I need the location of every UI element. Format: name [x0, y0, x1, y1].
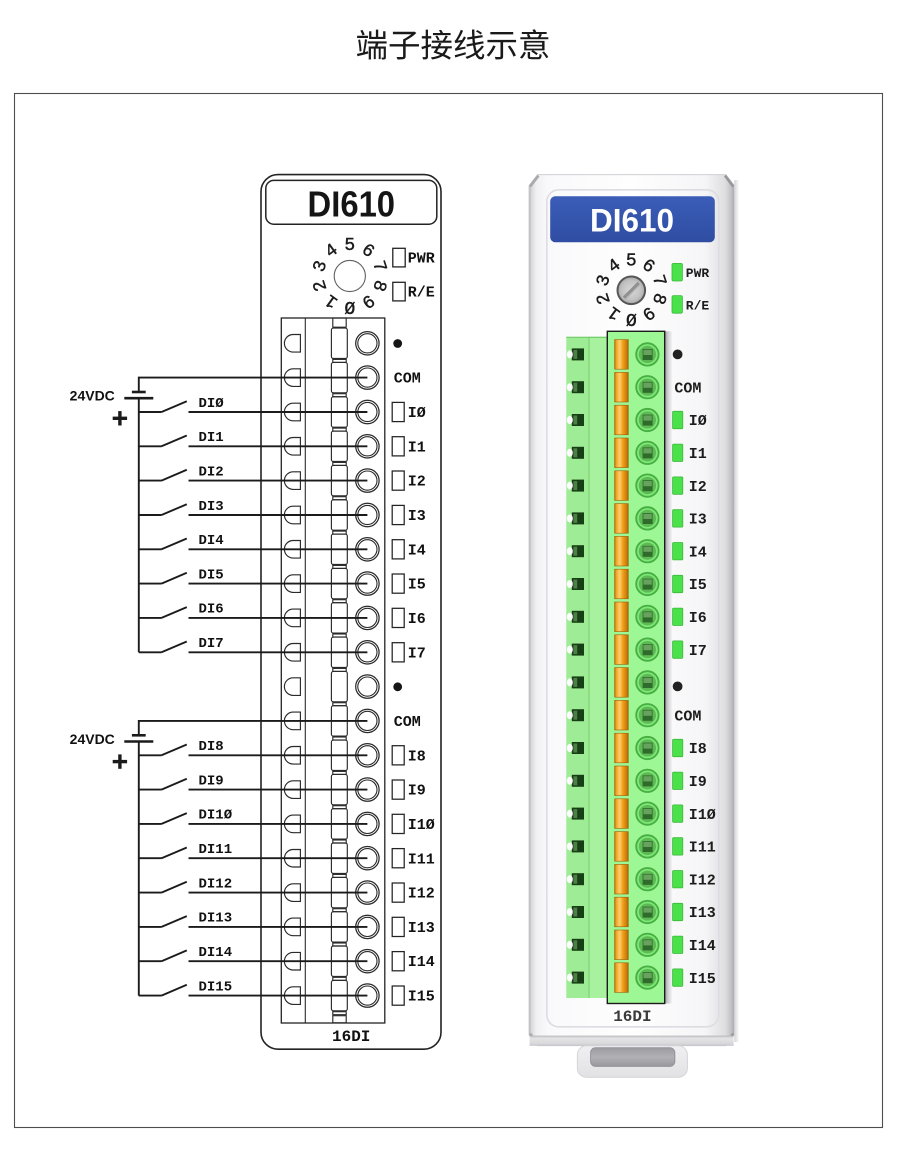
- svg-text:I12: I12: [408, 886, 435, 903]
- svg-text:R/E: R/E: [686, 298, 710, 313]
- svg-text:7: 7: [367, 258, 389, 274]
- svg-text:24VDC: 24VDC: [70, 731, 115, 747]
- svg-text:I9: I9: [408, 783, 426, 800]
- svg-text:3: 3: [310, 258, 332, 274]
- svg-text:5: 5: [626, 251, 637, 271]
- svg-text:DI2: DI2: [199, 464, 224, 480]
- svg-text:16DI: 16DI: [613, 1008, 651, 1026]
- svg-text:I8: I8: [408, 748, 426, 765]
- svg-text:I7: I7: [408, 645, 426, 662]
- svg-text:COM: COM: [394, 371, 421, 388]
- svg-text:Ø: Ø: [626, 308, 637, 328]
- svg-text:DI610: DI610: [308, 184, 396, 225]
- svg-text:DI14: DI14: [199, 945, 233, 961]
- svg-text:I4: I4: [408, 542, 426, 559]
- svg-text:I15: I15: [408, 989, 435, 1006]
- svg-text:COM: COM: [674, 708, 701, 725]
- svg-text:PWR: PWR: [686, 266, 710, 281]
- svg-text:I4: I4: [689, 544, 707, 561]
- svg-text:DI12: DI12: [199, 876, 233, 892]
- svg-text:6: 6: [357, 240, 378, 263]
- svg-text:I14: I14: [689, 938, 716, 955]
- svg-text:DI1: DI1: [199, 430, 224, 446]
- svg-text:I1Ø: I1Ø: [408, 817, 435, 834]
- svg-text:24VDC: 24VDC: [70, 388, 115, 404]
- svg-text:I3: I3: [408, 508, 426, 525]
- svg-text:DI11: DI11: [199, 842, 233, 858]
- svg-text:DI6: DI6: [199, 602, 224, 618]
- svg-text:I11: I11: [408, 851, 435, 868]
- svg-text:16DI: 16DI: [332, 1028, 370, 1046]
- svg-text:I13: I13: [408, 920, 435, 937]
- svg-text:DI7: DI7: [199, 636, 224, 652]
- svg-text:DI15: DI15: [199, 979, 233, 995]
- svg-text:I1: I1: [689, 446, 707, 463]
- svg-text:I3: I3: [689, 512, 707, 529]
- svg-text:I2: I2: [689, 479, 707, 496]
- svg-text:IØ: IØ: [689, 413, 707, 430]
- svg-text:Ø: Ø: [344, 296, 355, 316]
- svg-text:I1: I1: [408, 439, 426, 456]
- svg-text:DI1Ø: DI1Ø: [199, 808, 233, 824]
- svg-text:I2: I2: [408, 474, 426, 491]
- svg-text:1: 1: [322, 289, 343, 312]
- svg-text:4: 4: [322, 240, 343, 263]
- svg-text:9: 9: [357, 289, 378, 312]
- svg-text:IØ: IØ: [408, 405, 426, 422]
- svg-text:DI4: DI4: [199, 533, 224, 549]
- svg-text:DI8: DI8: [199, 739, 224, 755]
- svg-text:DI9: DI9: [199, 773, 224, 789]
- svg-text:DI3: DI3: [199, 499, 224, 515]
- svg-text:DIØ: DIØ: [199, 396, 225, 412]
- svg-text:I7: I7: [689, 643, 707, 660]
- svg-text:DI13: DI13: [199, 911, 233, 927]
- svg-text:I8: I8: [689, 741, 707, 758]
- svg-text:DI610: DI610: [590, 203, 674, 239]
- svg-text:R/E: R/E: [408, 284, 435, 301]
- svg-text:2: 2: [310, 277, 332, 293]
- svg-text:I13: I13: [689, 905, 716, 922]
- svg-text:DI5: DI5: [199, 567, 224, 583]
- svg-text:I9: I9: [689, 774, 707, 791]
- svg-text:I5: I5: [408, 577, 426, 594]
- svg-text:I14: I14: [408, 954, 435, 971]
- svg-text:I11: I11: [689, 840, 716, 857]
- svg-text:I5: I5: [689, 577, 707, 594]
- svg-text:COM: COM: [674, 380, 701, 397]
- svg-text:COM: COM: [394, 714, 421, 731]
- svg-text:I6: I6: [408, 611, 426, 628]
- svg-text:I12: I12: [689, 872, 716, 889]
- svg-text:I15: I15: [689, 971, 716, 988]
- svg-text:PWR: PWR: [408, 250, 435, 267]
- svg-text:8: 8: [367, 277, 389, 293]
- svg-text:I1Ø: I1Ø: [689, 807, 716, 824]
- svg-text:I6: I6: [689, 610, 707, 627]
- svg-text:5: 5: [344, 236, 355, 256]
